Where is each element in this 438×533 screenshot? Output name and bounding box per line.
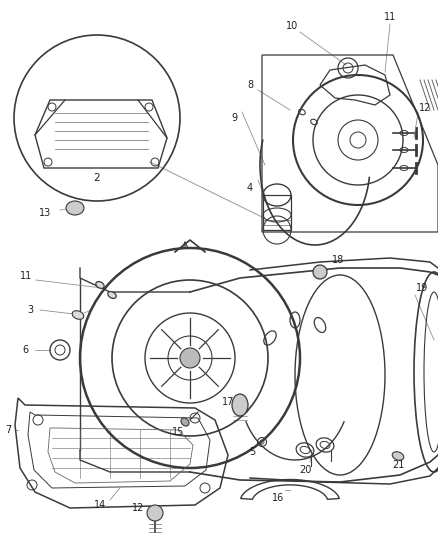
Text: 8: 8	[247, 80, 253, 90]
Text: 10: 10	[286, 21, 298, 31]
Text: 3: 3	[27, 305, 33, 315]
Text: 20: 20	[299, 465, 311, 475]
Text: 21: 21	[392, 460, 404, 470]
Ellipse shape	[392, 452, 404, 461]
Ellipse shape	[72, 311, 84, 319]
Ellipse shape	[96, 281, 104, 288]
Text: 14: 14	[94, 500, 106, 510]
Text: 17: 17	[222, 397, 234, 407]
Text: 13: 13	[39, 208, 51, 218]
Text: 12: 12	[419, 103, 431, 113]
Text: 11: 11	[20, 271, 32, 281]
Circle shape	[147, 505, 163, 521]
Text: 4: 4	[247, 183, 253, 193]
Text: 6: 6	[22, 345, 28, 355]
Text: 19: 19	[416, 283, 428, 293]
Text: 15: 15	[172, 427, 184, 437]
Ellipse shape	[66, 201, 84, 215]
Circle shape	[313, 265, 327, 279]
Text: 11: 11	[384, 12, 396, 22]
Text: 7: 7	[5, 425, 11, 435]
Ellipse shape	[232, 394, 248, 416]
Text: 9: 9	[231, 113, 237, 123]
Text: 5: 5	[249, 447, 255, 457]
Text: 16: 16	[272, 493, 284, 503]
Text: 12: 12	[132, 503, 144, 513]
Text: 2: 2	[94, 173, 100, 183]
Circle shape	[180, 348, 200, 368]
Ellipse shape	[108, 292, 116, 298]
Ellipse shape	[181, 418, 189, 426]
Text: 18: 18	[332, 255, 344, 265]
